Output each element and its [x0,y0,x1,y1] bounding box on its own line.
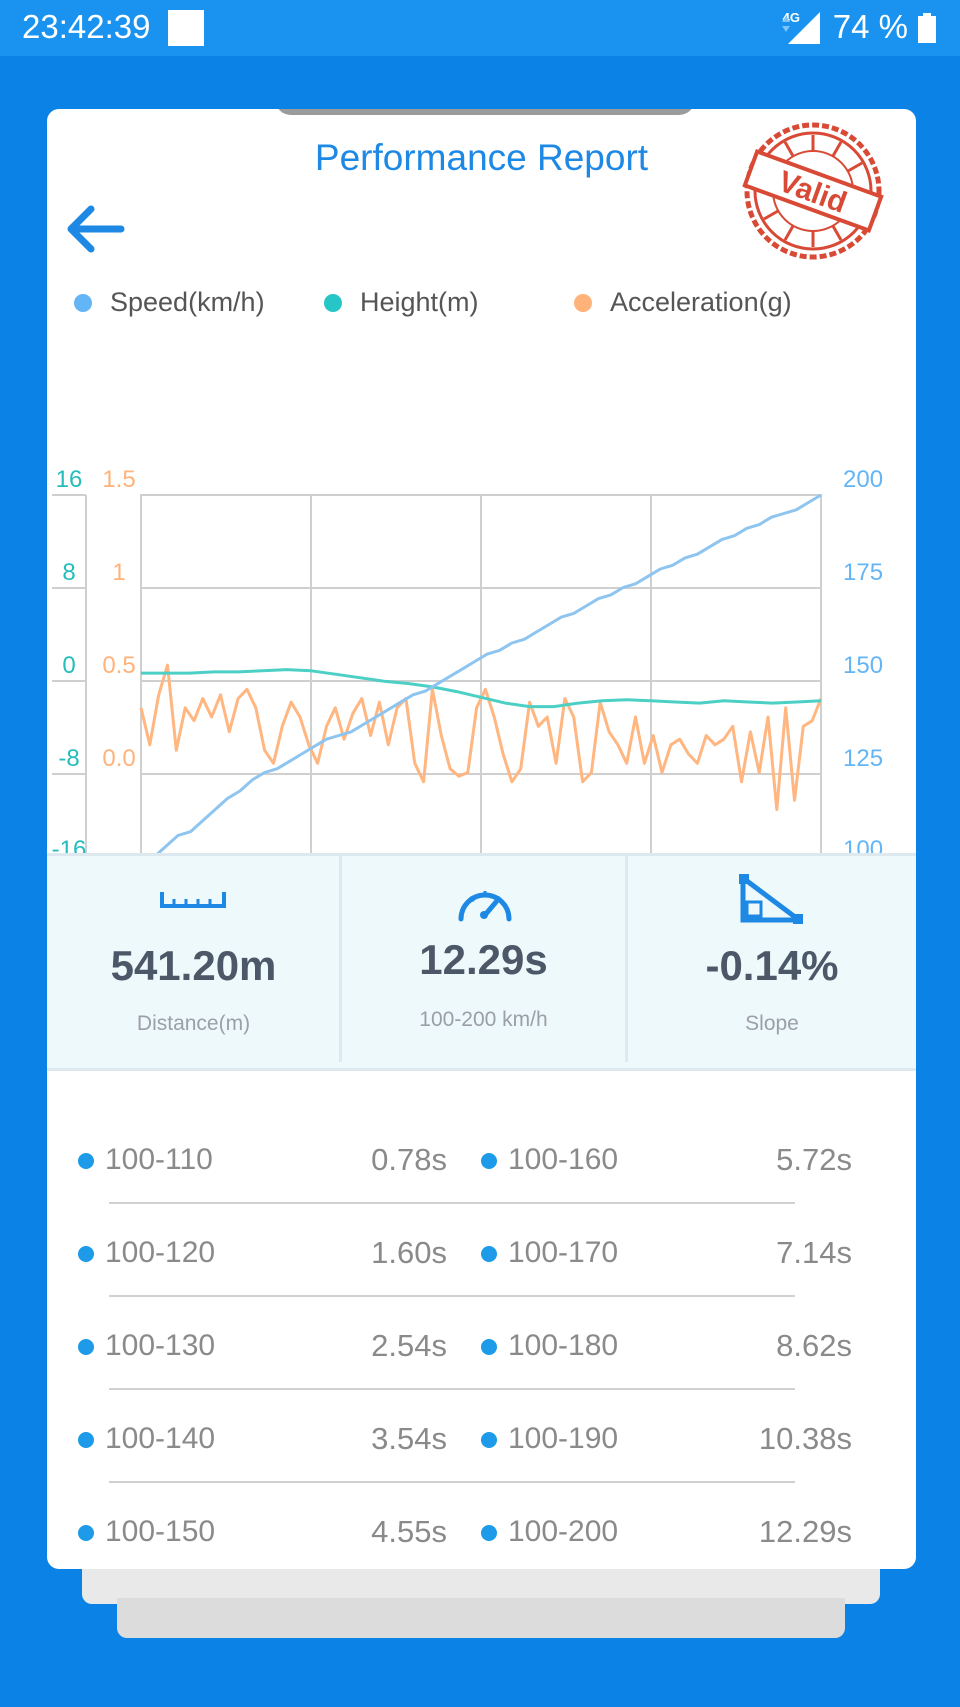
height-line [141,668,822,709]
stat-value: 541.20m [110,942,277,989]
legend-label: Speed(km/h) [110,287,265,317]
split-value: 0.78s [371,1142,447,1177]
table-row: 100-140 3.54s 100-190 10.38s [47,1398,916,1491]
height-tick-label: 8 [62,559,75,586]
split-value: 3.54s [371,1421,447,1456]
legend-item-speed: Speed(km/h) [74,287,265,318]
battery-percent: 74 % [832,8,908,45]
split-value: 1.60s [371,1235,447,1270]
card-stack-shadow-2 [117,1598,845,1638]
row-divider [109,1202,795,1204]
stat-label: 100-200 km/h [419,1008,548,1031]
stat-label: Distance(m) [136,1012,251,1035]
speedometer-icon [458,891,512,922]
acceleration-tick-label: 0.5 [102,652,135,679]
legend-dot [324,293,342,312]
stat-slope: -0.14% Slope [628,856,916,1068]
ruler-icon [160,892,226,908]
legend-label: Acceleration(g) [610,287,792,317]
split-label: 100-180 [508,1329,619,1362]
back-arrow-icon[interactable] [63,204,125,254]
stat-label: Slope [745,1012,799,1035]
page-title: Performance Report [314,137,649,178]
legend-dot [74,293,92,312]
bullet-icon [78,1339,94,1355]
speed-tick-label: 150 [843,652,883,679]
stats-panel: 541.20m Distance(m) 12.29s 100-200 km/h [47,853,916,1071]
card-handle [275,109,695,115]
bullet-icon [481,1432,497,1448]
bullet-icon [481,1339,497,1355]
divider [625,856,628,1062]
row-divider [109,1481,795,1483]
slope-icon [739,874,803,924]
split-value: 5.72s [776,1142,852,1177]
legend-label: Height(m) [360,287,479,317]
split-label: 100-130 [105,1329,216,1362]
bullet-icon [78,1153,94,1169]
legend-item-height: Height(m) [324,287,479,318]
bullet-icon [481,1246,497,1262]
status-bar: 23:42:39 4G 74 % [0,0,960,56]
battery-icon [918,13,936,43]
bullet-icon [78,1246,94,1262]
split-value: 7.14s [776,1235,852,1270]
speed-line [140,493,822,867]
split-value: 8.62s [776,1328,852,1363]
bullet-icon [481,1525,497,1541]
notification-icon [168,10,204,46]
row-divider [109,1388,795,1390]
speed-tick-label: 200 [843,466,883,493]
split-label: 100-190 [508,1422,619,1455]
bullet-icon [78,1525,94,1541]
row-divider [109,1295,795,1297]
signal-icon [782,12,820,44]
valid-stamp-icon: Valid [742,122,884,260]
split-value: 10.38s [758,1421,852,1456]
acceleration-tick-label: 0.0 [102,745,135,772]
split-label: 100-120 [105,1236,216,1269]
split-value: 4.55s [371,1514,447,1549]
report-card: Performance Report Valid [47,109,916,1569]
split-label: 100-140 [105,1422,216,1455]
speed-tick-label: 175 [843,559,883,586]
table-row: 100-130 2.54s 100-180 8.62s [47,1305,916,1398]
status-time: 23:42:39 [22,8,151,45]
table-row: 100-150 4.55s 100-200 12.29s [47,1491,916,1569]
height-tick-label: 16 [56,466,83,493]
bullet-icon [481,1153,497,1169]
chart-legend: Speed(km/h) Height(m) Acceleration(g) [47,287,916,327]
speed-tick-label: 125 [843,745,883,772]
divider [339,856,342,1062]
chart-series [139,493,823,867]
split-label: 100-200 [508,1515,619,1548]
chart-grid [140,494,822,866]
acceleration-tick-label: 1 [112,559,125,586]
split-label: 100-170 [508,1236,619,1269]
acceleration-tick-label: 1.5 [102,466,135,493]
legend-dot [574,293,592,312]
stat-value: 12.29s [419,936,548,983]
stat-value: -0.14% [705,942,839,989]
split-value: 2.54s [371,1328,447,1363]
table-row: 100-120 1.60s 100-170 7.14s [47,1212,916,1305]
stat-distance: 541.20m Distance(m) [47,856,340,1068]
split-label: 100-160 [508,1143,619,1176]
height-tick-label: -8 [58,745,79,772]
bullet-icon [78,1432,94,1448]
split-label: 100-150 [105,1515,216,1548]
height-tick-label: 0 [62,652,75,679]
split-value: 12.29s [758,1514,852,1549]
table-row: 100-110 0.78s 100-160 5.72s [47,1119,916,1212]
split-label: 100-110 [105,1143,213,1176]
stat-acceleration-time: 12.29s 100-200 km/h [342,856,625,1068]
legend-item-acceleration: Acceleration(g) [574,287,792,318]
chart-axes [52,494,87,866]
